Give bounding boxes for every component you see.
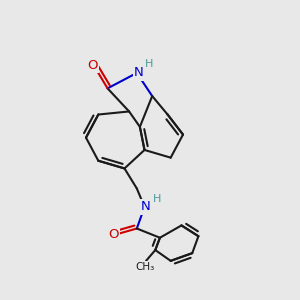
Text: N: N: [141, 200, 151, 213]
Text: O: O: [109, 228, 119, 241]
Text: N: N: [134, 67, 144, 80]
Text: CH₃: CH₃: [135, 262, 154, 272]
Text: O: O: [87, 59, 98, 72]
Text: H: H: [145, 59, 153, 69]
Text: H: H: [153, 194, 161, 204]
